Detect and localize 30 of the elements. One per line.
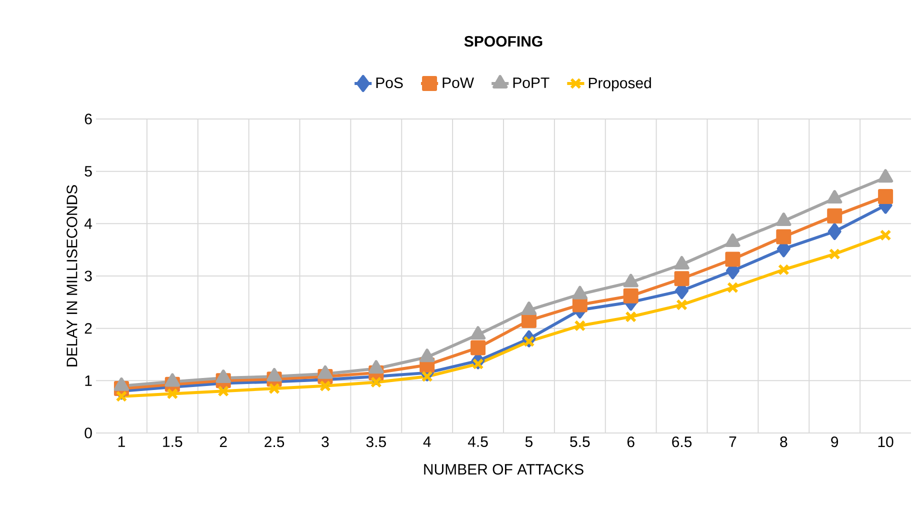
y-tick-label: 4 bbox=[84, 218, 92, 229]
x-tick-label: 9 bbox=[831, 436, 838, 448]
legend-label: Proposed bbox=[588, 77, 651, 92]
y-axis-title: DELAY IN MILLISECONDS bbox=[66, 185, 78, 366]
x-tick-label: 4.5 bbox=[468, 436, 488, 447]
x-tick-label: 6.5 bbox=[672, 436, 692, 448]
legend-label: PoS bbox=[376, 78, 403, 88]
x-tick-label: 10 bbox=[878, 436, 894, 448]
legend-label: PoW bbox=[442, 78, 474, 88]
x-tick-label: 5 bbox=[525, 436, 533, 447]
x-tick-label: 2 bbox=[220, 436, 227, 448]
x-tick-label: 3.5 bbox=[366, 436, 386, 448]
x-tick-label: 1 bbox=[118, 436, 125, 447]
x-tick-label: 7 bbox=[729, 436, 736, 447]
x-tick-label: 2.5 bbox=[264, 436, 284, 448]
y-tick-label: 3 bbox=[84, 270, 92, 282]
y-tick-label: 2 bbox=[84, 323, 92, 334]
y-tick-label: 5 bbox=[84, 166, 92, 177]
chart-title: SPOOFING bbox=[464, 36, 542, 47]
y-tick-label: 0 bbox=[84, 428, 92, 438]
x-tick-label: 1.5 bbox=[163, 436, 182, 447]
y-tick-label: 1 bbox=[85, 376, 92, 386]
x-tick-label: 5.5 bbox=[570, 436, 590, 447]
x-tick-label: 6 bbox=[627, 436, 634, 448]
y-tick-label: 6 bbox=[84, 114, 92, 124]
x-tick-label: 4 bbox=[423, 436, 431, 447]
x-axis-title: NUMBER OF ATTACKS bbox=[424, 464, 584, 475]
x-tick-label: 8 bbox=[780, 436, 788, 448]
legend-label: PoPT bbox=[513, 78, 550, 88]
x-tick-label: 3 bbox=[322, 436, 329, 448]
